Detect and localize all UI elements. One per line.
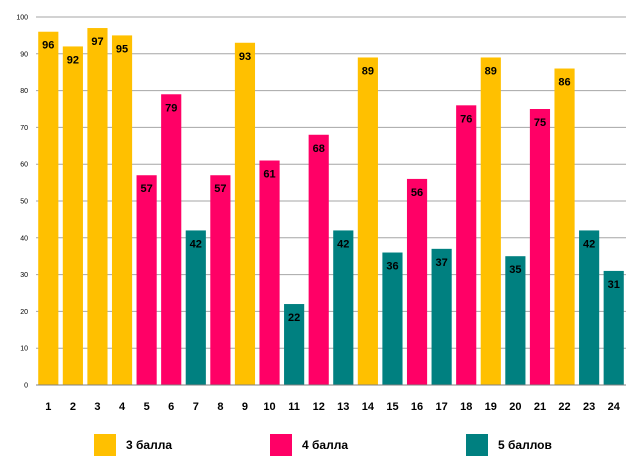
data-label: 61: [263, 169, 275, 181]
x-tick-label: 14: [362, 401, 375, 413]
bar: [603, 270, 624, 385]
x-tick-label: 4: [119, 401, 126, 413]
data-label: 35: [509, 264, 521, 276]
data-label: 68: [313, 143, 325, 155]
bar: [529, 109, 551, 385]
x-tick-label: 17: [436, 401, 448, 413]
y-tick-label: 60: [20, 162, 28, 169]
data-label: 42: [583, 238, 595, 250]
legend-item-5-ballov: 5 баллов: [466, 434, 552, 456]
y-tick-label: 100: [16, 15, 28, 22]
bar: [333, 230, 354, 385]
x-tick-label: 5: [144, 401, 150, 413]
y-tick-label: 20: [20, 309, 28, 316]
bar: [382, 252, 403, 385]
data-label: 57: [141, 183, 153, 195]
y-tick-label: 0: [24, 383, 28, 390]
x-tick-label: 10: [263, 401, 275, 413]
x-tick-label: 20: [509, 401, 521, 413]
bar: [136, 175, 157, 385]
bar: [406, 178, 428, 385]
y-tick-label: 40: [20, 235, 28, 242]
x-tick-label: 18: [460, 401, 472, 413]
data-labels: 96 92 97 95 57 79 42 57 93 61 22 68 42 89 36 56 37 76 89 35…: [42, 36, 620, 324]
data-label: 75: [534, 117, 546, 129]
x-tick-label: 1: [45, 401, 51, 413]
legend-item-4-balla: 4 балла: [270, 434, 348, 456]
x-tick-label: 3: [94, 401, 100, 413]
legend-swatch-4-balla: [270, 434, 292, 456]
y-tick-label: 30: [20, 272, 28, 279]
x-tick-label: 11: [288, 401, 300, 413]
bar: [210, 175, 231, 385]
y-tick-label: 90: [20, 51, 28, 58]
bar: [185, 230, 206, 385]
bar: [431, 248, 452, 385]
x-tick-label: 2: [70, 401, 76, 413]
bar: [284, 304, 305, 385]
x-tick-label: 22: [558, 401, 570, 413]
data-label: 56: [411, 187, 423, 199]
data-label: 96: [42, 40, 54, 52]
x-tick-label: 7: [193, 401, 199, 413]
data-label: 93: [239, 51, 251, 63]
bar: [111, 35, 133, 386]
legend-label: 4 балла: [302, 438, 349, 452]
data-label: 57: [214, 183, 226, 195]
x-tick-label: 19: [485, 401, 497, 413]
data-label: 92: [67, 54, 79, 66]
bar: [234, 42, 256, 385]
bar: [505, 256, 526, 385]
x-tick-label: 9: [242, 401, 248, 413]
data-label: 76: [460, 113, 472, 125]
y-tick-label: 70: [20, 125, 28, 132]
bar: [38, 31, 59, 385]
y-tick-label: 10: [20, 346, 28, 353]
data-label: 36: [386, 261, 398, 273]
x-tick-label: 21: [534, 401, 546, 413]
x-axis-ticks: 1 2 3 4 5 6 7 8 9 10 11 12 13 14 15 16 17 18 19 20 21 22 23 24: [45, 401, 620, 413]
data-label: 42: [190, 238, 202, 250]
data-label: 89: [485, 65, 497, 77]
bar: [480, 57, 501, 385]
x-tick-label: 15: [386, 401, 398, 413]
bar: [259, 160, 280, 385]
y-axis-ticks: 0 10 20 30 40 50 60 70 80 90 100: [16, 15, 28, 390]
x-tick-label: 13: [337, 401, 349, 413]
data-label: 42: [337, 238, 349, 250]
data-label: 22: [288, 312, 300, 324]
x-tick-label: 23: [583, 401, 595, 413]
legend-item-3-balla: 3 балла: [94, 434, 172, 456]
legend-label: 5 баллов: [498, 438, 552, 452]
bar: [62, 46, 83, 385]
x-tick-label: 6: [168, 401, 174, 413]
y-tick-label: 80: [20, 88, 28, 95]
data-label: 97: [91, 36, 103, 48]
bar: [579, 230, 600, 385]
legend-swatch-5-ballov: [466, 434, 488, 456]
legend-swatch-3-balla: [94, 434, 116, 456]
legend-label: 3 балла: [126, 438, 173, 452]
bar: [357, 57, 378, 385]
y-tick-label: 50: [20, 199, 28, 206]
gridlines: [36, 16, 626, 386]
bars: [38, 28, 624, 386]
bar: [87, 28, 108, 385]
bar: [456, 105, 477, 385]
data-label: 86: [558, 77, 570, 89]
data-label: 37: [436, 257, 448, 269]
x-tick-label: 16: [411, 401, 423, 413]
x-tick-label: 8: [217, 401, 223, 413]
x-tick-label: 24: [608, 401, 621, 413]
data-label: 79: [165, 102, 177, 114]
data-label: 89: [362, 65, 374, 77]
data-label: 31: [608, 279, 620, 291]
bar: [308, 134, 329, 385]
data-label: 95: [116, 43, 128, 55]
bar: [554, 68, 575, 386]
x-tick-label: 12: [313, 401, 325, 413]
bar: [161, 94, 182, 385]
